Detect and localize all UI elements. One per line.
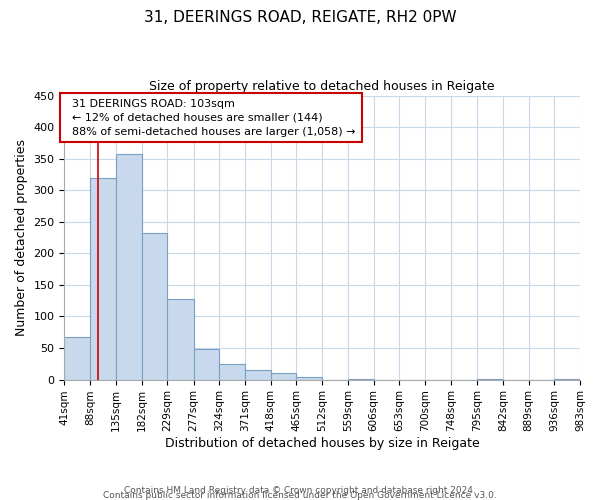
Y-axis label: Number of detached properties: Number of detached properties	[15, 139, 28, 336]
X-axis label: Distribution of detached houses by size in Reigate: Distribution of detached houses by size …	[165, 437, 479, 450]
Bar	[220, 364, 245, 380]
Bar	[167, 300, 194, 380]
Bar	[64, 338, 90, 380]
Bar	[477, 379, 503, 380]
Text: 31 DEERINGS ROAD: 103sqm
  ← 12% of detached houses are smaller (144)
  88% of s: 31 DEERINGS ROAD: 103sqm ← 12% of detach…	[65, 98, 356, 136]
Bar	[554, 379, 580, 380]
Bar	[194, 348, 220, 380]
Bar	[348, 379, 374, 380]
Text: Contains HM Land Registry data © Crown copyright and database right 2024.: Contains HM Land Registry data © Crown c…	[124, 486, 476, 495]
Title: Size of property relative to detached houses in Reigate: Size of property relative to detached ho…	[149, 80, 495, 93]
Bar	[142, 232, 167, 380]
Text: Contains public sector information licensed under the Open Government Licence v3: Contains public sector information licen…	[103, 490, 497, 500]
Bar	[296, 377, 322, 380]
Bar	[245, 370, 271, 380]
Bar	[116, 154, 142, 380]
Bar	[271, 372, 296, 380]
Bar	[90, 178, 116, 380]
Text: 31, DEERINGS ROAD, REIGATE, RH2 0PW: 31, DEERINGS ROAD, REIGATE, RH2 0PW	[143, 10, 457, 25]
